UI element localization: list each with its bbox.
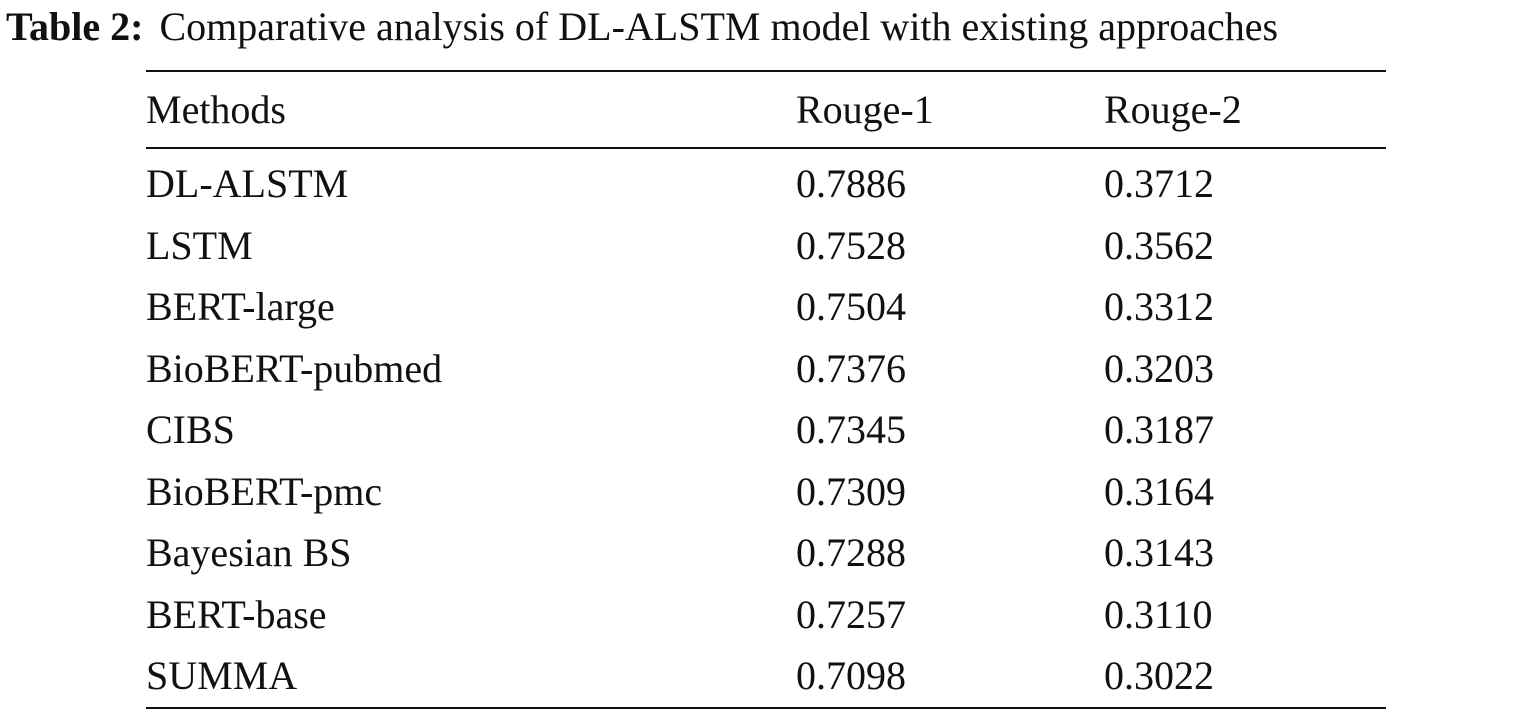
- method-cell: CIBS: [146, 407, 235, 453]
- rouge-2-cell: 0.3203: [1104, 345, 1214, 391]
- rouge-2-cell: 0.3110: [1104, 591, 1213, 637]
- rouge-2-cell: 0.3312: [1104, 284, 1214, 330]
- method-cell: LSTM: [146, 222, 253, 268]
- caption-label: Table 2:: [6, 4, 144, 49]
- table-row: SUMMA 0.7098 0.3022: [146, 645, 1386, 707]
- caption-text: Comparative analysis of DL-ALSTM model w…: [159, 4, 1279, 49]
- method-cell: BERT-base: [146, 591, 327, 637]
- rouge-2-cell: 0.3143: [1104, 530, 1214, 576]
- table-header-rule: [146, 147, 1386, 149]
- comparison-table: Methods Rouge-1 Rouge-2 DL-ALSTM 0.7886 …: [146, 70, 1386, 709]
- table-row: DL-ALSTM 0.7886 0.3712: [146, 149, 1386, 215]
- method-cell: BERT-large: [146, 284, 335, 330]
- rouge-1-cell: 0.7504: [796, 284, 906, 330]
- table-top-rule: [146, 70, 1386, 72]
- table-row: LSTM 0.7528 0.3562: [146, 215, 1386, 277]
- method-cell: BioBERT-pmc: [146, 468, 383, 514]
- rouge-2-cell: 0.3712: [1104, 161, 1214, 207]
- method-cell: SUMMA: [146, 653, 298, 699]
- column-header-methods: Methods: [146, 87, 286, 132]
- table-caption: Table 2: Comparative analysis of DL-ALSTM…: [6, 3, 1278, 51]
- column-header-rouge-1: Rouge-1: [796, 87, 934, 132]
- table-row: BioBERT-pmc 0.7309 0.3164: [146, 461, 1386, 523]
- table-row: Bayesian BS 0.7288 0.3143: [146, 522, 1386, 584]
- rouge-1-cell: 0.7886: [796, 161, 906, 207]
- rouge-1-cell: 0.7098: [796, 653, 906, 699]
- column-header-rouge-2: Rouge-2: [1104, 87, 1242, 132]
- header-row: Methods Rouge-1 Rouge-2: [146, 72, 1386, 147]
- rouge-1-cell: 0.7309: [796, 468, 906, 514]
- results-table: Methods Rouge-1 Rouge-2: [146, 72, 1386, 147]
- rouge-2-cell: 0.3164: [1104, 468, 1214, 514]
- method-cell: Bayesian BS: [146, 530, 352, 576]
- rouge-1-cell: 0.7257: [796, 591, 906, 637]
- rouge-2-cell: 0.3187: [1104, 407, 1214, 453]
- method-cell: BioBERT-pubmed: [146, 345, 443, 391]
- rouge-1-cell: 0.7345: [796, 407, 906, 453]
- table-row: BERT-base 0.7257 0.3110: [146, 584, 1386, 646]
- table-row: CIBS 0.7345 0.3187: [146, 399, 1386, 461]
- table-row: BioBERT-pubmed 0.7376 0.3203: [146, 338, 1386, 400]
- rouge-1-cell: 0.7528: [796, 222, 906, 268]
- rouge-2-cell: 0.3562: [1104, 222, 1214, 268]
- method-cell: DL-ALSTM: [146, 161, 349, 207]
- table-row: BERT-large 0.7504 0.3312: [146, 276, 1386, 338]
- rouge-2-cell: 0.3022: [1104, 653, 1214, 699]
- results-table-body: DL-ALSTM 0.7886 0.3712 LSTM 0.7528 0.356…: [146, 149, 1386, 707]
- rouge-1-cell: 0.7288: [796, 530, 906, 576]
- table-bottom-rule: [146, 706, 1386, 709]
- rouge-1-cell: 0.7376: [796, 345, 906, 391]
